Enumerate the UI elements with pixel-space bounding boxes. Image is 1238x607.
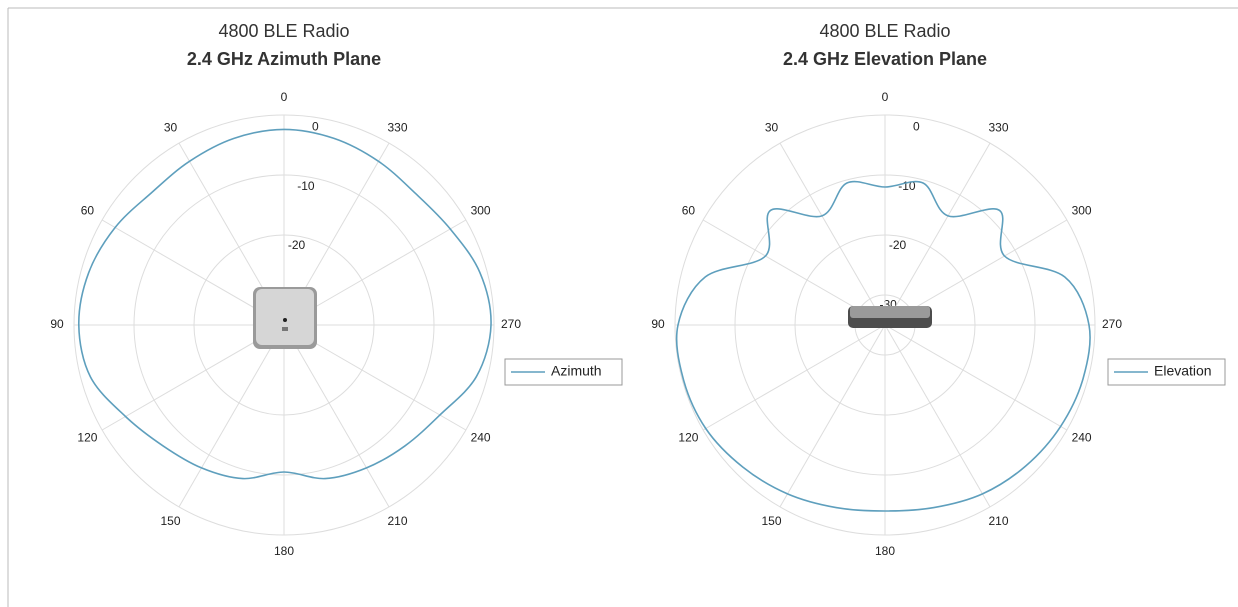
grid-spoke <box>779 324 886 508</box>
theta-tick-label: 180 <box>274 544 294 558</box>
chart-subtitle: 2.4 GHz Elevation Plane <box>783 49 987 69</box>
r-tick-label: -20 <box>288 238 306 252</box>
device-icon <box>253 287 317 349</box>
legend-label: Azimuth <box>551 363 602 379</box>
theta-tick-label: 0 <box>882 90 889 104</box>
chart-title: 4800 BLE Radio <box>819 21 950 41</box>
r-tick-label: -10 <box>297 179 315 193</box>
grid-spoke <box>884 324 991 508</box>
theta-tick-label: 210 <box>387 514 407 528</box>
theta-tick-label: 60 <box>81 204 95 218</box>
legend-label: Elevation <box>1154 363 1212 379</box>
theta-tick-label: 60 <box>682 204 696 218</box>
theta-tick-label: 90 <box>651 317 665 331</box>
grid-spoke <box>884 324 1068 431</box>
theta-tick-label: 300 <box>1072 204 1092 218</box>
theta-tick-label: 30 <box>164 121 178 135</box>
r-tick-label: -20 <box>889 238 907 252</box>
theta-tick-label: 120 <box>678 431 698 445</box>
theta-tick-label: 300 <box>471 204 491 218</box>
grid-spoke <box>884 142 991 326</box>
theta-tick-label: 90 <box>50 317 64 331</box>
grid-spoke <box>283 324 390 508</box>
theta-tick-label: 330 <box>387 121 407 135</box>
theta-tick-label: 150 <box>761 514 781 528</box>
theta-tick-label: 240 <box>1072 431 1092 445</box>
theta-tick-label: 240 <box>471 431 491 445</box>
device-icon <box>848 306 932 328</box>
theta-tick-label: 180 <box>875 544 895 558</box>
grid-spoke <box>702 324 886 431</box>
theta-tick-label: 120 <box>77 431 97 445</box>
chart-subtitle: 2.4 GHz Azimuth Plane <box>187 49 381 69</box>
series-line <box>675 180 1091 512</box>
theta-tick-label: 30 <box>765 121 779 135</box>
grid-spoke <box>779 142 886 326</box>
chart-title: 4800 BLE Radio <box>218 21 349 41</box>
r-tick-label: 0 <box>913 120 920 134</box>
theta-tick-label: 270 <box>1102 317 1122 331</box>
r-tick-label: 0 <box>312 120 319 134</box>
grid-spoke <box>178 324 285 508</box>
theta-tick-label: 210 <box>988 514 1008 528</box>
theta-tick-label: 0 <box>281 90 288 104</box>
series-line <box>77 128 492 480</box>
theta-tick-label: 150 <box>160 514 180 528</box>
theta-tick-label: 270 <box>501 317 521 331</box>
theta-tick-label: 330 <box>988 121 1008 135</box>
